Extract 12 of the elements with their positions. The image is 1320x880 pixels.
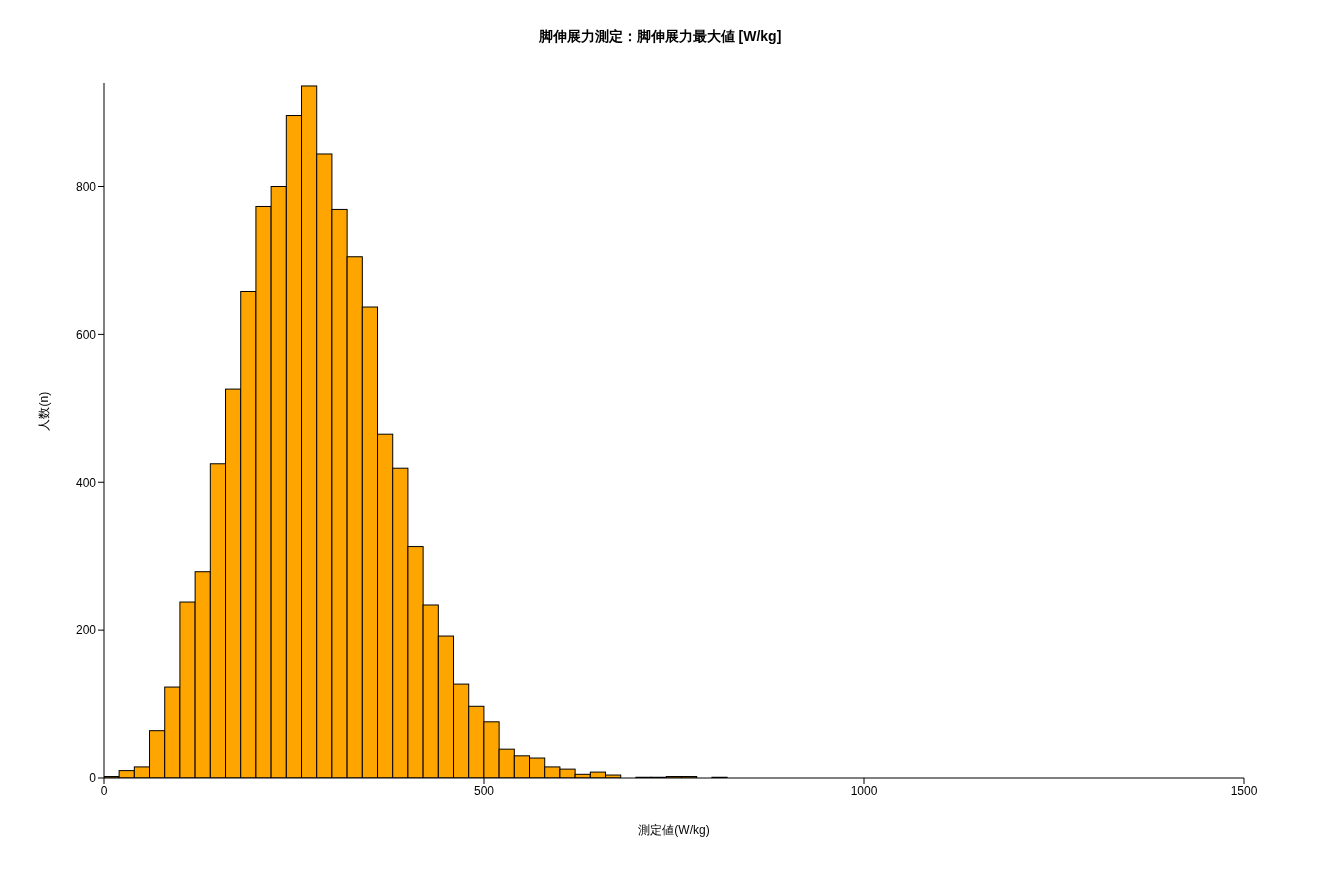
chart-title: 脚伸展力測定：脚伸展力最大値 [W/kg] (537, 28, 783, 46)
y-tick-label: 0 (89, 771, 97, 786)
y-tick-label: 400 (75, 475, 97, 490)
x-tick-label: 1500 (1230, 783, 1258, 798)
x-tick-label: 500 (473, 783, 495, 798)
y-tick-label: 800 (75, 179, 97, 194)
x-tick-label: 1000 (850, 783, 878, 798)
y-tick-label: 600 (75, 327, 97, 342)
y-tick-label: 200 (75, 623, 97, 638)
x-tick-label: 0 (100, 783, 108, 798)
y-axis-title: 人数(n) (37, 391, 52, 431)
x-axis-title: 測定値(W/kg) (638, 823, 710, 837)
